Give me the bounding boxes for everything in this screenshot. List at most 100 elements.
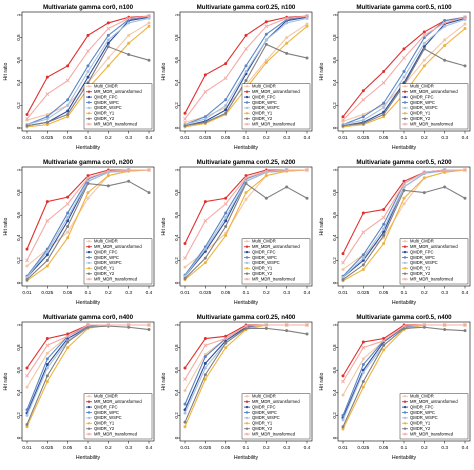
legend-label: Multi_CMDR: [252, 394, 276, 399]
data-point: [223, 201, 228, 206]
data-point: [224, 103, 228, 107]
data-point: [463, 196, 467, 200]
legend-label: QMDR_WPC: [252, 100, 277, 105]
data-point: [86, 81, 90, 85]
legend-marker: [87, 117, 91, 120]
chart-title: Multivariate gamma cor0.5, n400: [356, 314, 452, 321]
legend-label: QMDR_WSPC: [252, 105, 280, 110]
data-point: [45, 115, 49, 119]
data-point: [305, 24, 309, 28]
data-point: [25, 258, 29, 263]
data-point: [264, 32, 268, 36]
data-point: [45, 249, 49, 253]
data-point: [264, 42, 268, 46]
legend-marker: [245, 101, 249, 104]
x-tick-label: 0.05: [379, 135, 389, 141]
x-tick-label: 0.3: [125, 445, 132, 451]
data-point: [45, 120, 49, 124]
data-point: [45, 351, 49, 355]
data-point: [443, 38, 447, 42]
legend-label: MR_MDR_transformed: [410, 431, 454, 436]
data-point: [86, 70, 90, 73]
data-point: [305, 56, 309, 60]
legend-marker: [87, 106, 91, 110]
x-tick-label: 0.2: [263, 445, 270, 451]
legend-box: [83, 83, 153, 130]
data-point: [443, 58, 447, 62]
data-point: [203, 218, 208, 223]
data-point: [244, 179, 248, 183]
legend-label: MR_MDR_untransformed: [410, 399, 458, 404]
y-tick-label: 0.6: [174, 212, 179, 219]
data-point: [361, 97, 366, 102]
legend-marker: [87, 427, 91, 430]
data-point: [341, 124, 345, 128]
y-tick-label: 0.4: [174, 389, 179, 396]
x-axis-label: Heritability: [392, 300, 417, 306]
chart-title: Multivariate gamma cor0, n200: [43, 159, 134, 166]
legend-label: MR_MDR_untransformed: [410, 244, 458, 249]
legend-label: QMDR_WPC: [252, 410, 277, 415]
x-tick-label: 0.1: [85, 445, 92, 451]
legend-label: MR_MDR_untransformed: [252, 399, 300, 404]
data-point: [361, 230, 366, 235]
legend-label: QMDR_FPC: [94, 94, 118, 99]
y-tick-label: 1: [16, 323, 21, 326]
y-tick-label: 0.2: [16, 257, 21, 264]
legend-label: MR_MDR_untransformed: [94, 399, 142, 404]
chart-title: Multivariate gamma cor0.5, n200: [356, 159, 452, 166]
y-tick-label: 1: [16, 168, 21, 171]
legend-marker: [87, 405, 91, 409]
data-point: [66, 98, 70, 102]
data-point: [361, 253, 365, 257]
y-axis-label: Hit ratio: [319, 62, 325, 80]
data-point: [422, 64, 426, 68]
data-point: [361, 363, 365, 367]
data-point: [224, 225, 228, 228]
data-point: [422, 58, 426, 62]
y-tick-label: 0: [332, 126, 337, 129]
data-point: [264, 60, 268, 64]
y-tick-label: 1: [16, 13, 21, 16]
legend-marker: [245, 411, 249, 414]
data-point: [86, 33, 90, 37]
data-point: [86, 323, 90, 327]
y-tick-label: 1: [174, 323, 179, 326]
legend-marker: [403, 432, 407, 436]
data-point: [224, 111, 228, 115]
y-tick-label: 0.8: [332, 344, 337, 351]
data-point: [203, 200, 207, 204]
legend-label: QMDR_Y1: [94, 111, 115, 116]
legend-marker: [403, 422, 407, 425]
data-point: [106, 56, 110, 60]
legend-marker: [245, 395, 249, 398]
data-point: [264, 20, 268, 24]
legend-marker: [245, 277, 249, 281]
data-point: [106, 45, 110, 49]
data-point: [224, 334, 228, 338]
data-point: [127, 179, 131, 183]
x-tick-label: 0.4: [462, 135, 469, 141]
data-point: [126, 323, 131, 327]
x-tick-label: 0.4: [146, 445, 153, 451]
legend-label: MR_MDR_transformed: [252, 276, 296, 281]
data-point: [422, 176, 426, 180]
data-point: [422, 30, 426, 34]
legend-marker: [87, 95, 91, 99]
data-point: [341, 115, 345, 119]
chart-panel-7: Multivariate gamma cor0, n400 0 0.2 0.4 0.6 0…: [3, 314, 155, 461]
series-line: [26, 324, 149, 369]
x-axis-label: Heritability: [76, 145, 101, 151]
x-tick-label: 0.01: [338, 135, 348, 141]
data-point: [147, 323, 151, 327]
x-tick-label: 0.3: [125, 290, 132, 296]
data-point: [183, 411, 187, 415]
legend-marker: [87, 395, 91, 398]
data-point: [183, 425, 187, 429]
legend-label: QMDR_FPC: [94, 404, 118, 409]
data-point: [25, 366, 29, 370]
data-point: [45, 258, 49, 262]
legend-marker: [245, 117, 249, 120]
legend-label: QMDR_Y1: [252, 111, 273, 116]
data-point: [341, 275, 345, 279]
